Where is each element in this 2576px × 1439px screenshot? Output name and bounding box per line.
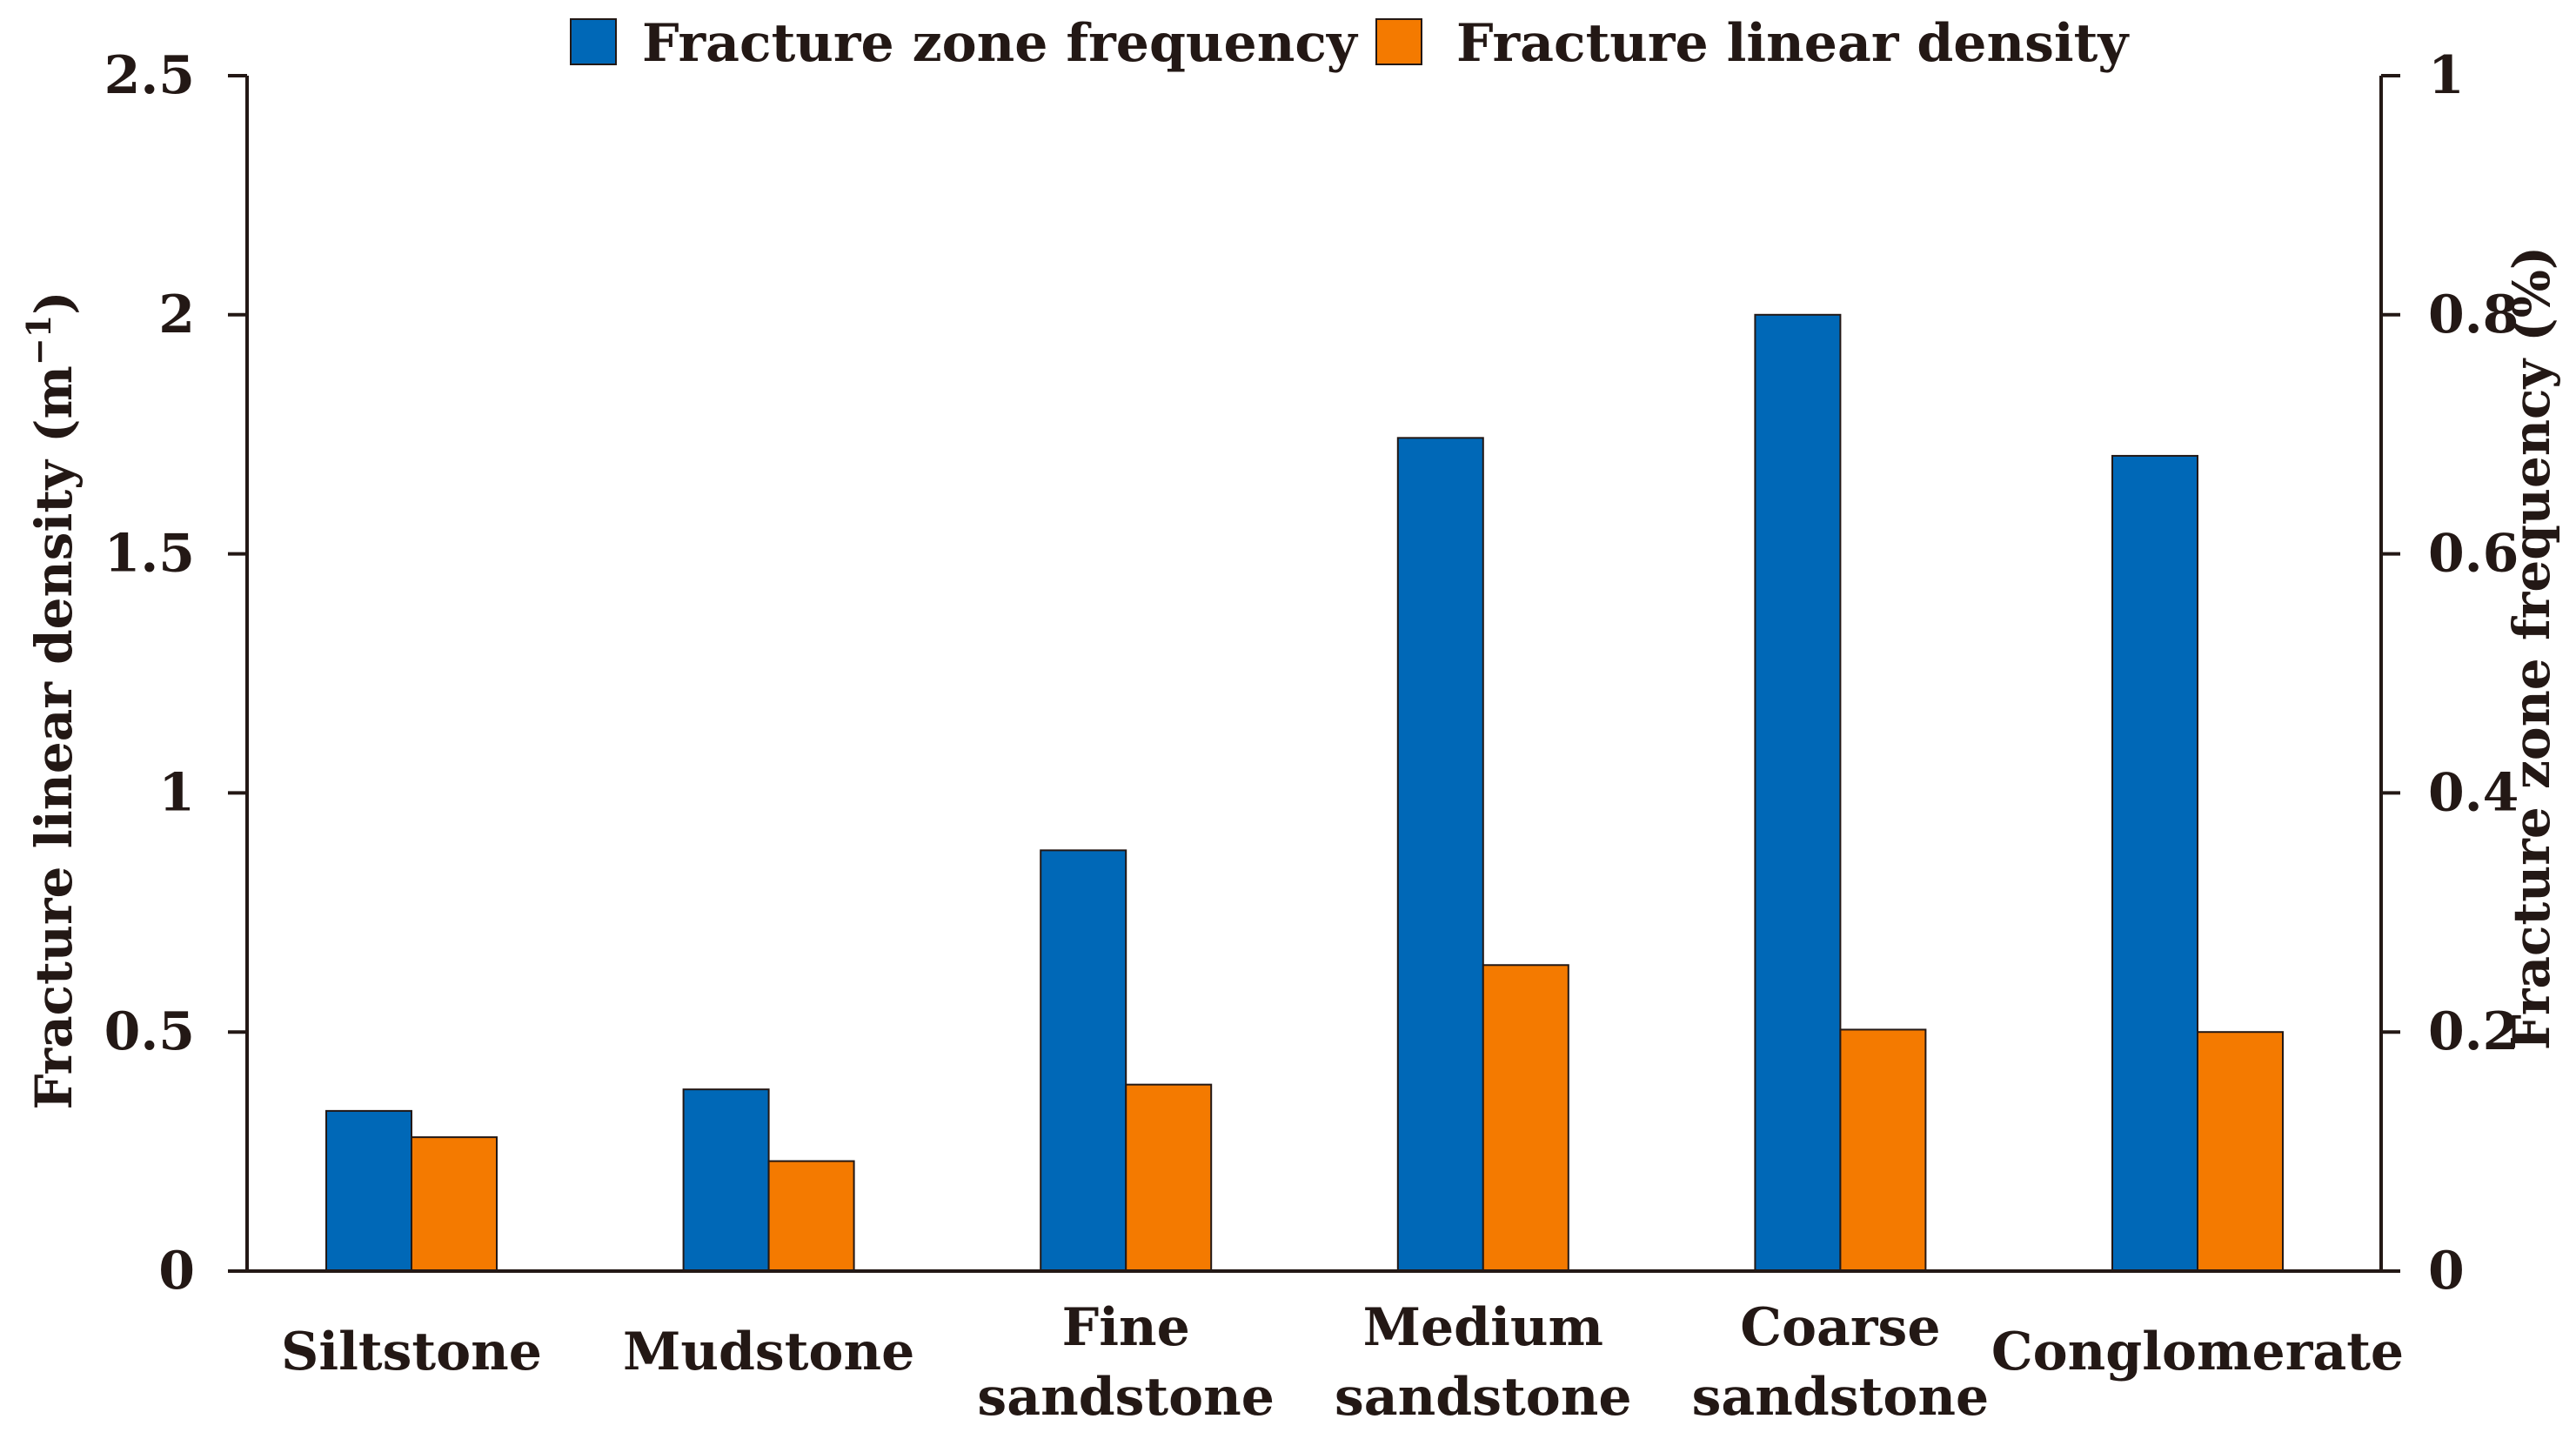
fracture-zone-frequency-bar <box>1754 313 1842 1272</box>
right-tick-label: 0.2 <box>2428 1001 2519 1062</box>
left-axis-ticks: 0 0.5 1 1.5 2 2.5 <box>104 45 247 1302</box>
fracture-linear-density-bar <box>1482 964 1569 1272</box>
right-axis-title: Fracture zone frequency (%) <box>2502 246 2561 1051</box>
legend-swatch <box>570 18 617 65</box>
left-tick-label: 1.5 <box>104 524 195 585</box>
fracture-zone-frequency-bar <box>2111 454 2198 1272</box>
fracture-linear-density-bar <box>1125 1083 1213 1272</box>
fracture-zone-frequency-bar <box>1396 437 1484 1272</box>
left-tick-label: 2.5 <box>104 45 195 106</box>
category-label: Coarse sandstone <box>1692 1297 1990 1428</box>
left-tick-label: 0.5 <box>104 1001 195 1062</box>
left-tick-label: 2 <box>158 284 195 345</box>
fracture-zone-frequency-bar <box>1040 849 1127 1272</box>
fracture-linear-density-bar <box>767 1160 855 1273</box>
legend-label: Fracture zone frequency <box>642 13 1359 74</box>
right-tick-label: 0 <box>2428 1241 2465 1302</box>
left-axis-title-suffix: ) <box>24 291 84 314</box>
category-label: Siltstone <box>281 1322 542 1382</box>
right-tick-label: 0.8 <box>2428 284 2519 345</box>
category-labels: Siltstone Mudstone Fine sandstone Medium sand… <box>281 1297 2404 1428</box>
category-label-line: Fine <box>1062 1297 1190 1358</box>
category-label: Mudstone <box>623 1322 914 1382</box>
left-axis-title-main: Fracture linear density (m <box>24 365 84 1110</box>
category-label: Medium sandstone <box>1335 1297 1632 1428</box>
category-label-line: Medium <box>1363 1297 1603 1358</box>
category-label-line: sandstone <box>977 1367 1275 1428</box>
category-label-line: sandstone <box>1692 1367 1990 1428</box>
right-tick-label: 0.4 <box>2428 762 2519 823</box>
category-label-line: Mudstone <box>623 1322 914 1382</box>
left-tick-label: 0 <box>158 1241 195 1302</box>
right-tick-label: 0.6 <box>2428 524 2519 585</box>
fracture-linear-density-bar <box>1839 1028 1927 1273</box>
right-axis-ticks: 0 0.2 0.4 0.6 0.8 1 <box>2381 45 2519 1302</box>
category-label-line: Siltstone <box>281 1322 542 1382</box>
category-label-line: sandstone <box>1335 1367 1632 1428</box>
legend-label: Fracture linear density <box>1456 13 2130 74</box>
category-label-line: Conglomerate <box>1991 1322 2404 1382</box>
category-label: Fine sandstone <box>977 1297 1275 1428</box>
left-tick-label: 1 <box>158 762 195 823</box>
fracture-zone-frequency-bar <box>325 1109 412 1273</box>
legend: Fracture zone frequency Fracture linear d… <box>570 13 2130 74</box>
left-axis-title: Fracture linear density (m−1) <box>19 291 84 1109</box>
category-label-line: Coarse <box>1740 1297 1940 1358</box>
fracture-zone-frequency-bar <box>682 1088 770 1272</box>
fracture-linear-density-bar <box>2197 1031 2284 1272</box>
category-label: Conglomerate <box>1991 1322 2404 1382</box>
fracture-linear-density-bar <box>411 1136 498 1273</box>
left-axis-title-superscript: −1 <box>19 315 58 365</box>
axes <box>245 76 2383 1273</box>
bars <box>325 313 2284 1273</box>
legend-swatch <box>1375 18 1422 65</box>
right-tick-label: 1 <box>2428 45 2465 106</box>
